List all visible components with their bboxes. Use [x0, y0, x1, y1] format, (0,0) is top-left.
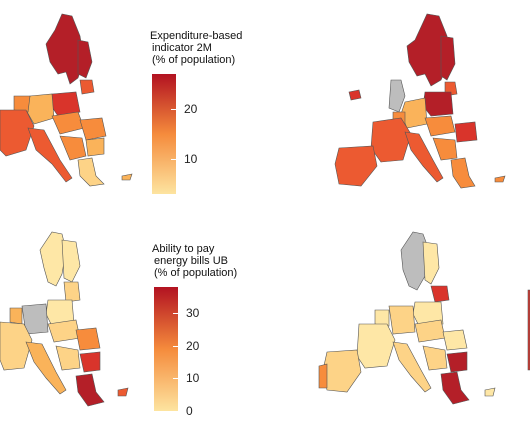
- region-bulgaria: [79, 351, 101, 373]
- legend-color-bar: [154, 287, 178, 411]
- legend-tick-label: 20: [186, 338, 200, 353]
- legend-tick-mark: [171, 109, 176, 110]
- region-balkans: [432, 137, 458, 161]
- region-germany: [388, 305, 416, 335]
- region-benelux: [374, 309, 390, 327]
- region-poland: [422, 91, 454, 117]
- region-baltic: [63, 281, 81, 303]
- legend-color-bar: [152, 74, 176, 194]
- region-benelux: [13, 95, 31, 113]
- region-greece: [440, 371, 470, 405]
- region-romania: [79, 117, 107, 141]
- region-scandinavia: [39, 231, 67, 287]
- region-central: [424, 115, 456, 137]
- map-panel-top-left: [0, 0, 135, 215]
- region-italy: [404, 131, 444, 183]
- region-romania: [442, 329, 468, 351]
- legend-tick-label: 0: [186, 404, 193, 418]
- region-uk: [388, 79, 406, 113]
- legend-tick-mark: [173, 345, 178, 347]
- legend-tick-mark: [173, 411, 178, 412]
- region-finland: [422, 241, 440, 285]
- region-cyprus: [121, 173, 133, 181]
- region-italy: [392, 341, 432, 393]
- region-iberia: [322, 349, 362, 393]
- legend-tick-label: 10: [186, 371, 200, 386]
- region-scandinavia: [406, 13, 450, 87]
- legend-title-line-1: Expenditure-based: [150, 30, 243, 42]
- region-benelux: [9, 307, 23, 325]
- region-italy: [25, 341, 67, 395]
- choropleth-map-energy-bills-ub-a: [0, 231, 129, 407]
- map-panel-bottom-right: [255, 220, 530, 442]
- region-finland: [440, 35, 456, 81]
- legend-tick-label: 10: [184, 152, 198, 166]
- legend-tick-label: 20: [184, 102, 198, 116]
- choropleth-map-energy-bills-ub-b: [318, 231, 530, 405]
- legend-expenditure-2m: Expenditure-based indicator 2M (% of pop…: [150, 30, 260, 200]
- region-finland: [77, 39, 93, 79]
- region-central: [51, 111, 85, 135]
- region-greece: [77, 157, 105, 187]
- choropleth-map-expenditure-2m-a: [0, 13, 133, 187]
- region-france: [356, 323, 396, 369]
- region-romania: [75, 327, 101, 351]
- legend-title-line-2: indicator 2M: [152, 42, 212, 54]
- legend-energy-bills-ub: Ability to pay energy bills UB (% of pop…: [150, 243, 260, 428]
- legend-title-line-3: (% of population): [152, 54, 236, 66]
- region-central: [414, 319, 446, 343]
- legend-tick-mark: [173, 313, 178, 315]
- region-finland: [61, 239, 81, 283]
- region-iberia: [334, 145, 378, 187]
- map-panel-top-right: [255, 0, 530, 215]
- region-central: [47, 319, 81, 343]
- region-france: [370, 117, 412, 163]
- region-balkans: [55, 345, 81, 371]
- region-romania: [454, 121, 478, 143]
- legend-tick-mark: [171, 159, 176, 160]
- region-scandinavia: [45, 13, 85, 85]
- region-baltic: [430, 285, 450, 303]
- region-bulgaria: [85, 137, 105, 157]
- legend-tick-label: 30: [186, 306, 200, 321]
- choropleth-map-expenditure-2m-b: [334, 13, 506, 189]
- region-greece: [450, 157, 476, 189]
- region-portugal: [318, 363, 328, 389]
- map-panel-bottom-left: [0, 220, 135, 442]
- region-italy: [27, 127, 73, 183]
- region-france: [0, 109, 35, 157]
- region-bulgaria: [446, 351, 468, 373]
- region-france: [0, 321, 33, 371]
- legend-title-line-1: Ability to pay: [152, 243, 215, 255]
- legend-tick-mark: [173, 378, 178, 380]
- region-cyprus: [484, 387, 496, 397]
- region-greece: [75, 373, 105, 407]
- region-cyprus: [494, 175, 506, 183]
- region-iceland: [348, 89, 362, 101]
- region-balkans: [422, 345, 448, 371]
- region-cyprus: [117, 387, 129, 397]
- region-baltic: [79, 79, 95, 95]
- region-balkans: [59, 135, 87, 161]
- legend-title-line-2: energy bills UB: [154, 255, 228, 267]
- legend-title-line-3: (% of population): [154, 267, 238, 279]
